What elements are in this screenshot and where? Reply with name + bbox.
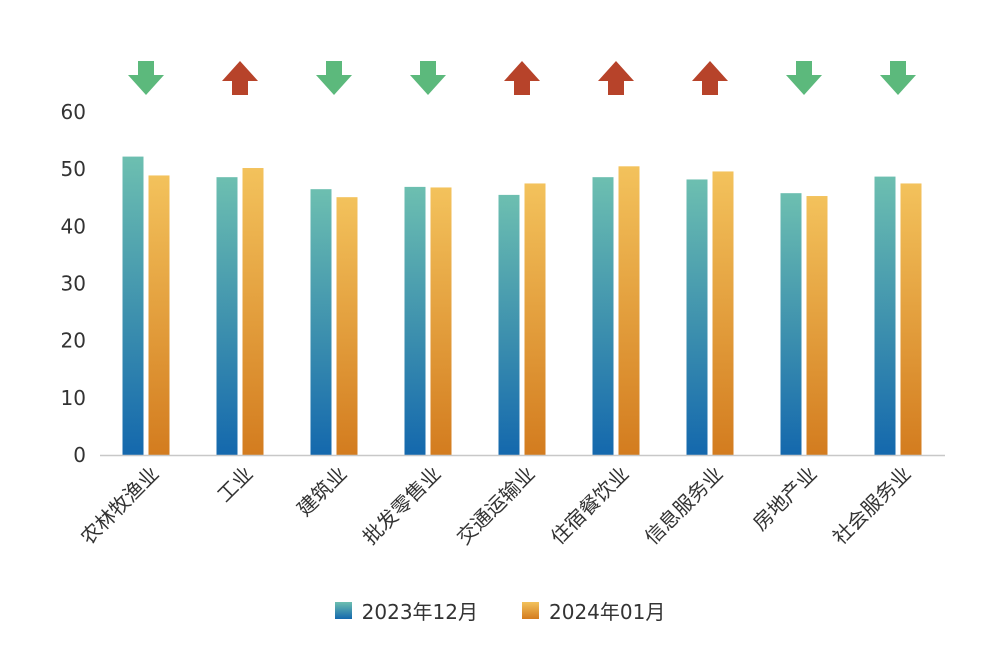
legend-item-series-2: 2024年01月 — [522, 596, 665, 625]
bar-series-1 — [874, 176, 896, 455]
bar-chart: 0 10 20 30 40 50 60 农林牧渔业 工业 建筑业 批发零售业 交通运输业 住宿餐饮业信… — [61, 61, 945, 550]
x-tick-label: 房地产业 — [748, 462, 822, 536]
arrow-up-icon — [222, 61, 258, 95]
y-tick-label: 10 — [61, 386, 86, 410]
legend: 2023年12月 2024年01月 — [0, 590, 1000, 630]
bar-series-1 — [686, 179, 708, 455]
bars — [122, 156, 922, 456]
x-tick-label: 工业 — [212, 462, 257, 507]
legend-item-series-1: 2023年12月 — [334, 596, 478, 625]
x-tick-label: 建筑业 — [292, 462, 351, 521]
x-tick-label: 农林牧渔业 — [76, 462, 164, 550]
x-tick-label: 交通运输业 — [452, 462, 540, 550]
x-tick-label: 住宿餐饮业 — [546, 462, 634, 550]
bar-series-2 — [336, 197, 358, 455]
arrow-down-icon — [410, 61, 446, 95]
bar-series-2 — [900, 183, 922, 456]
y-tick-label: 20 — [61, 329, 86, 353]
bar-series-1 — [310, 189, 332, 456]
arrow-up-icon — [692, 61, 728, 95]
bar-series-1 — [592, 177, 614, 456]
y-tick-label: 50 — [61, 157, 86, 181]
y-tick-label: 40 — [61, 214, 86, 238]
legend-label-series-2: 2024年01月 — [549, 599, 666, 624]
arrow-down-icon — [786, 61, 822, 95]
arrow-up-icon — [598, 61, 634, 95]
x-tick-label: 社会服务业 — [828, 462, 916, 550]
y-tick-label: 60 — [61, 100, 86, 124]
bar-series-2 — [524, 183, 546, 456]
bar-series-2 — [806, 196, 828, 455]
bar-series-1 — [216, 177, 238, 456]
bar-series-2 — [618, 166, 640, 455]
trend-arrows — [128, 61, 916, 95]
bar-series-1 — [404, 186, 426, 455]
arrow-down-icon — [128, 61, 164, 95]
legend-swatch-series-2 — [522, 601, 539, 619]
x-axis-labels: 农林牧渔业 工业 建筑业 批发零售业 交通运输业 住宿餐饮业 信息服务业 房地产业 社会服务业 — [76, 462, 916, 550]
arrow-down-icon — [880, 61, 916, 95]
y-tick-label: 30 — [61, 272, 86, 296]
bar-series-1 — [498, 194, 520, 455]
legend-label-series-1: 2023年12月 — [361, 599, 478, 624]
bar-series-2 — [430, 187, 452, 455]
bar-series-2 — [712, 171, 734, 455]
bar-series-1 — [780, 193, 802, 455]
bar-series-2 — [148, 175, 170, 455]
y-tick-label: 0 — [73, 443, 86, 467]
x-tick-label: 信息服务业 — [640, 462, 728, 550]
legend-swatch-series-1 — [334, 601, 352, 619]
bar-series-2 — [242, 168, 264, 456]
y-axis: 0 10 20 30 40 50 60 — [61, 100, 86, 467]
arrow-down-icon — [316, 61, 352, 95]
bar-series-1 — [122, 156, 144, 455]
arrow-up-icon — [504, 61, 540, 95]
x-tick-label: 批发零售业 — [358, 462, 446, 550]
